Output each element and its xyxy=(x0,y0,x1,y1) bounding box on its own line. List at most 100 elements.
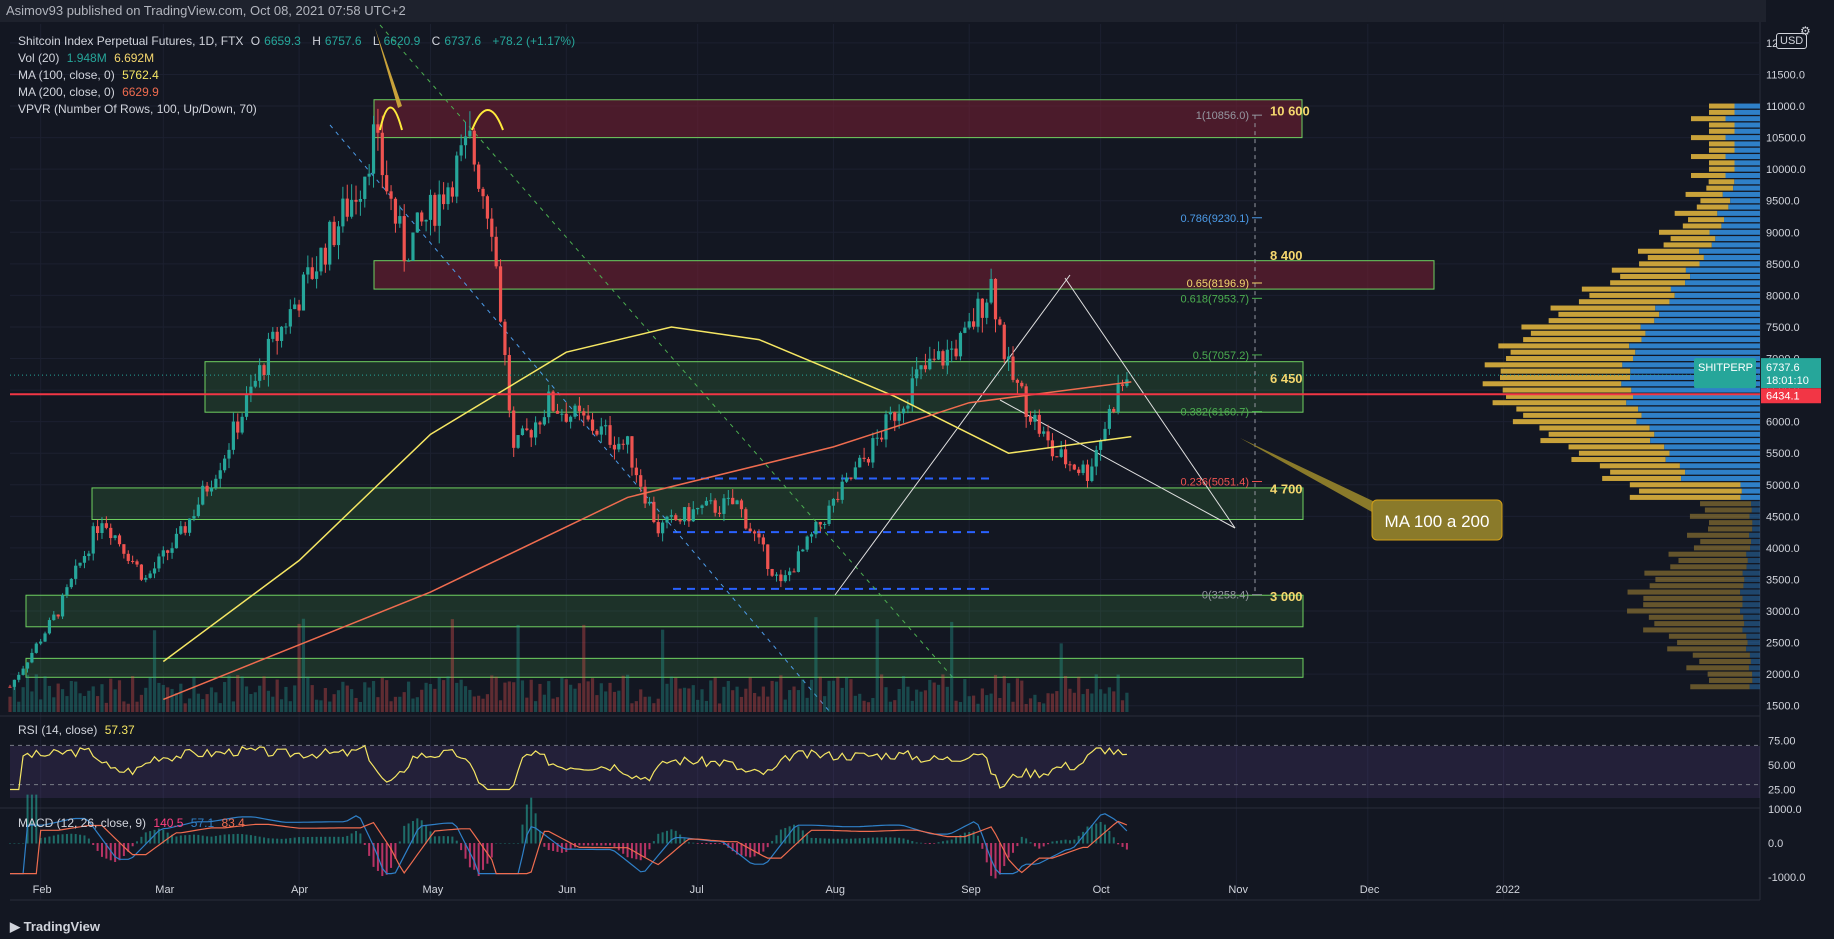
vpvr-bar-down xyxy=(1643,595,1743,601)
candle-body xyxy=(1120,384,1125,386)
volume-bar xyxy=(415,697,419,712)
volume-bar xyxy=(713,677,717,712)
candle-body xyxy=(967,321,971,328)
candle-body xyxy=(792,571,796,573)
vpvr-bar-down xyxy=(1516,406,1639,412)
volume-bar xyxy=(950,621,954,712)
candle-body xyxy=(678,520,682,522)
vpvr-bar-down xyxy=(1689,513,1750,519)
volume-bar xyxy=(985,695,989,712)
last-price-value: 6737.6 xyxy=(1766,362,1800,374)
vpvr-bar-down xyxy=(1647,255,1704,261)
macd-histogram-bar xyxy=(867,837,870,844)
volume-bar xyxy=(809,679,814,712)
volume-bar xyxy=(350,689,354,712)
macd-histogram-bar xyxy=(985,843,988,863)
volume-bar xyxy=(814,617,818,712)
volume-bar xyxy=(1081,694,1085,712)
ma200-legend[interactable]: MA (200, close, 0) 6629.9 xyxy=(18,85,163,99)
vpvr-bar-up xyxy=(1649,425,1760,431)
volume-bar xyxy=(60,689,65,712)
volume-bar xyxy=(853,695,857,712)
volume-bar xyxy=(196,693,200,712)
volume-bar xyxy=(573,688,577,712)
vpvr-bar-down xyxy=(1540,438,1651,444)
macd-histogram-bar xyxy=(385,843,388,875)
vpvr-bar-up xyxy=(1621,381,1760,387)
volume-bar xyxy=(450,619,454,712)
macd-histogram-bar xyxy=(100,843,103,857)
price-tick-label: 9000.0 xyxy=(1766,227,1800,239)
candle-body xyxy=(144,577,148,580)
macd-histogram-bar xyxy=(398,841,401,844)
macd-histogram-bar xyxy=(753,843,756,857)
currency-badge[interactable]: USD xyxy=(1776,33,1808,49)
vpvr-bar-down xyxy=(1523,337,1642,343)
macd-histogram-bar xyxy=(889,837,892,844)
macd-histogram-bar xyxy=(337,836,340,844)
candle-body xyxy=(717,512,722,514)
candle-body xyxy=(919,365,923,370)
candle-body xyxy=(253,380,257,387)
vpvr-bar-up xyxy=(1725,135,1760,141)
settings-icon[interactable]: ⚙ xyxy=(1800,24,1811,38)
macd-histogram-bar xyxy=(547,843,550,851)
rsi-legend[interactable]: RSI (14, close) 57.37 xyxy=(18,723,139,737)
macd-histogram-bar xyxy=(363,843,366,845)
volume-bar xyxy=(503,682,507,712)
macd-histogram-bar xyxy=(722,843,725,845)
volume-bar xyxy=(376,697,380,712)
vpvr-bar-down xyxy=(1700,198,1731,204)
candle-body xyxy=(249,386,253,395)
vpvr-bar-up xyxy=(1685,280,1760,286)
vpvr-bar-up xyxy=(1711,242,1760,248)
vpvr-bar-up xyxy=(1749,684,1760,690)
volume-bar xyxy=(56,683,60,712)
symbol-legend[interactable]: Shitcoin Index Perpetual Futures, 1D, FT… xyxy=(18,34,579,48)
volume-legend[interactable]: Vol (20) 1.948M 6.692M xyxy=(18,51,158,65)
vpvr-bar-up xyxy=(1746,564,1760,570)
candle-body xyxy=(428,194,433,220)
vpvr-legend[interactable]: VPVR (Number Of Rows, 100, Up/Down, 70) xyxy=(18,102,261,116)
vpvr-bar-up xyxy=(1743,614,1760,620)
vpvr-bar-up xyxy=(1747,558,1760,564)
volume-bar xyxy=(1042,703,1046,712)
volume-bar xyxy=(166,687,170,712)
candle-body xyxy=(201,485,205,505)
candle-body xyxy=(1090,466,1094,481)
candle-body xyxy=(25,662,30,669)
macd-histogram-bar xyxy=(814,838,817,844)
vpvr-bar-down xyxy=(1706,185,1734,191)
support-zone xyxy=(25,657,1304,678)
macd-histogram-bar xyxy=(210,836,213,844)
macd-histogram-bar xyxy=(635,843,638,860)
vpvr-bar-down xyxy=(1639,261,1700,267)
macd-histogram-bar xyxy=(1104,824,1106,844)
macd-histogram-bar xyxy=(775,835,778,844)
volume-bar xyxy=(1090,693,1094,712)
candle-body xyxy=(152,568,157,574)
candle-body xyxy=(161,550,165,557)
macd-histogram-bar xyxy=(587,843,590,846)
macd-histogram-bar xyxy=(341,836,344,844)
ma100-legend[interactable]: MA (100, close, 0) 5762.4 xyxy=(18,68,163,82)
volume-bar xyxy=(915,689,919,712)
macd-histogram-bar xyxy=(1042,843,1045,847)
tradingview-logo[interactable]: ▶ TradingView xyxy=(10,919,100,934)
candle-body xyxy=(875,437,879,439)
candle-body xyxy=(367,173,371,177)
vpvr-bar-up xyxy=(1635,349,1760,355)
macd-histogram-bar xyxy=(1033,843,1036,847)
vpvr-bar-down xyxy=(1690,684,1750,690)
vpvr-bar-up xyxy=(1725,116,1760,122)
vpvr-bar-up xyxy=(1748,665,1760,671)
candle-body xyxy=(43,633,47,642)
vpvr-bar-down xyxy=(1696,204,1729,210)
macd-legend[interactable]: MACD (12, 26, close, 9) 140.5 57.1 83.4 xyxy=(18,816,249,830)
volume-bar xyxy=(823,696,827,712)
volume-bar xyxy=(69,681,73,712)
candle-body xyxy=(1002,324,1006,360)
macd-histogram-bar xyxy=(1077,835,1080,844)
vpvr-bar-down xyxy=(1648,614,1744,620)
